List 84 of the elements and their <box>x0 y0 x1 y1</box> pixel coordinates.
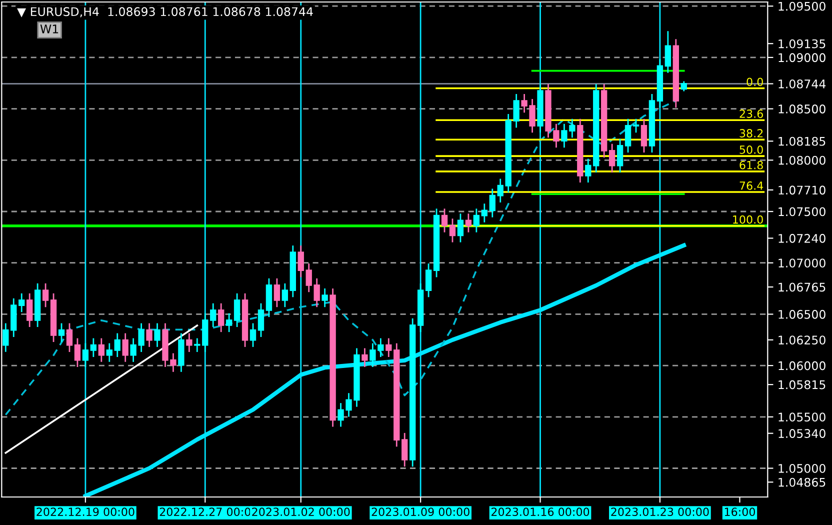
x-tick-label: 2023.01.02 00:00 <box>252 508 350 516</box>
candlestick <box>457 214 464 242</box>
chart-title: ▼ EURUSD,H4 1.08693 1.08761 1.08678 1.08744 <box>17 7 313 18</box>
candlestick <box>322 288 328 308</box>
candlestick <box>122 333 128 362</box>
y-tick-label: 1.09500 <box>778 2 826 11</box>
candlestick <box>250 323 256 347</box>
candlestick <box>74 338 81 367</box>
candlestick <box>274 278 280 308</box>
candlestick <box>402 432 408 467</box>
y-tick-label: 1.09000 <box>778 53 826 62</box>
y-tick-label: 1.07000 <box>778 258 826 268</box>
candlestick <box>425 263 432 298</box>
candlestick <box>154 323 160 347</box>
series-label: 76.4 <box>740 181 764 190</box>
y-tick-label: 1.07710 <box>778 186 826 195</box>
y-tick-label: 1.04865 <box>778 478 826 487</box>
candlestick <box>58 323 65 342</box>
candlestick <box>82 343 89 367</box>
candlestick <box>585 158 592 183</box>
candlestick <box>146 323 152 347</box>
candlestick <box>616 138 624 172</box>
candlestick <box>624 118 632 153</box>
candlestick <box>481 204 488 222</box>
x-tick-label: 2023.01.23 00:00 <box>611 508 709 516</box>
y-tick-label: 1.07240 <box>778 234 826 243</box>
candlestick <box>497 178 504 202</box>
candlestick <box>186 333 192 352</box>
x-tick-label: 2022.12.27 00:0 <box>160 508 250 516</box>
line-series <box>4 100 677 416</box>
candlestick <box>226 313 232 332</box>
y-tick-label: 1.06765 <box>778 282 826 292</box>
candlestick <box>2 323 9 352</box>
series-label: 50.0 <box>740 145 763 154</box>
candlestick <box>362 348 368 367</box>
candlestick <box>449 218 456 242</box>
candlestick <box>632 118 640 133</box>
candlestick <box>441 208 448 232</box>
x-tick-label: 16:00 <box>724 508 756 516</box>
candlestick <box>210 303 216 328</box>
candlestick <box>489 188 496 218</box>
y-tick-label: 1.05000 <box>778 464 826 473</box>
series-label: 23.6 <box>740 110 763 118</box>
candlestick <box>465 214 472 232</box>
candlestick <box>194 338 200 352</box>
candlestick <box>66 323 73 352</box>
x-tick-label: 2022.12.19 00:00 <box>36 508 134 516</box>
candlestick <box>306 263 312 292</box>
y-tick-label: 1.05340 <box>778 429 826 438</box>
candlestick <box>282 283 288 308</box>
candlestick <box>664 31 672 73</box>
annotation: W1 <box>40 24 58 34</box>
series-label: 38.2 <box>740 129 763 138</box>
candlestick <box>258 303 264 337</box>
y-tick-label: 1.05500 <box>778 412 826 422</box>
candlestick <box>106 343 112 362</box>
candlestick <box>473 208 480 232</box>
y-tick-label: 1.09135 <box>778 39 826 48</box>
candlestick <box>218 303 224 332</box>
candlestick <box>314 278 320 308</box>
y-tick-label: 1.08500 <box>778 104 826 114</box>
x-tick-label: 2023.01.09 00:00 <box>372 508 470 516</box>
y-tick-label: 1.06500 <box>778 310 826 319</box>
candlestick <box>18 293 25 312</box>
candlestick <box>114 333 120 357</box>
candlestick <box>98 338 104 362</box>
x-tick-label: 2023.01.16 00:00 <box>491 508 590 516</box>
y-tick-label: 1.06250 <box>778 336 826 345</box>
candlestick <box>608 144 616 172</box>
y-tick-label: 1.08000 <box>778 156 826 165</box>
candlestick <box>298 246 304 278</box>
candlestick <box>26 293 33 328</box>
candlestick <box>386 338 392 357</box>
y-tick-label: 1.08185 <box>778 136 826 146</box>
candlestick <box>90 338 97 357</box>
y-tick-label: 1.06000 <box>778 361 826 370</box>
candlestick <box>42 283 49 308</box>
candlestick <box>640 118 648 153</box>
series-label: 100.0 <box>733 215 763 224</box>
candlestick <box>234 293 240 328</box>
y-tick-label: 1.07500 <box>778 207 826 216</box>
y-tick-label: 1.05815 <box>778 380 826 390</box>
series-label: 61.8 <box>740 160 763 170</box>
y-tick-label: 1.08744 <box>778 79 826 88</box>
